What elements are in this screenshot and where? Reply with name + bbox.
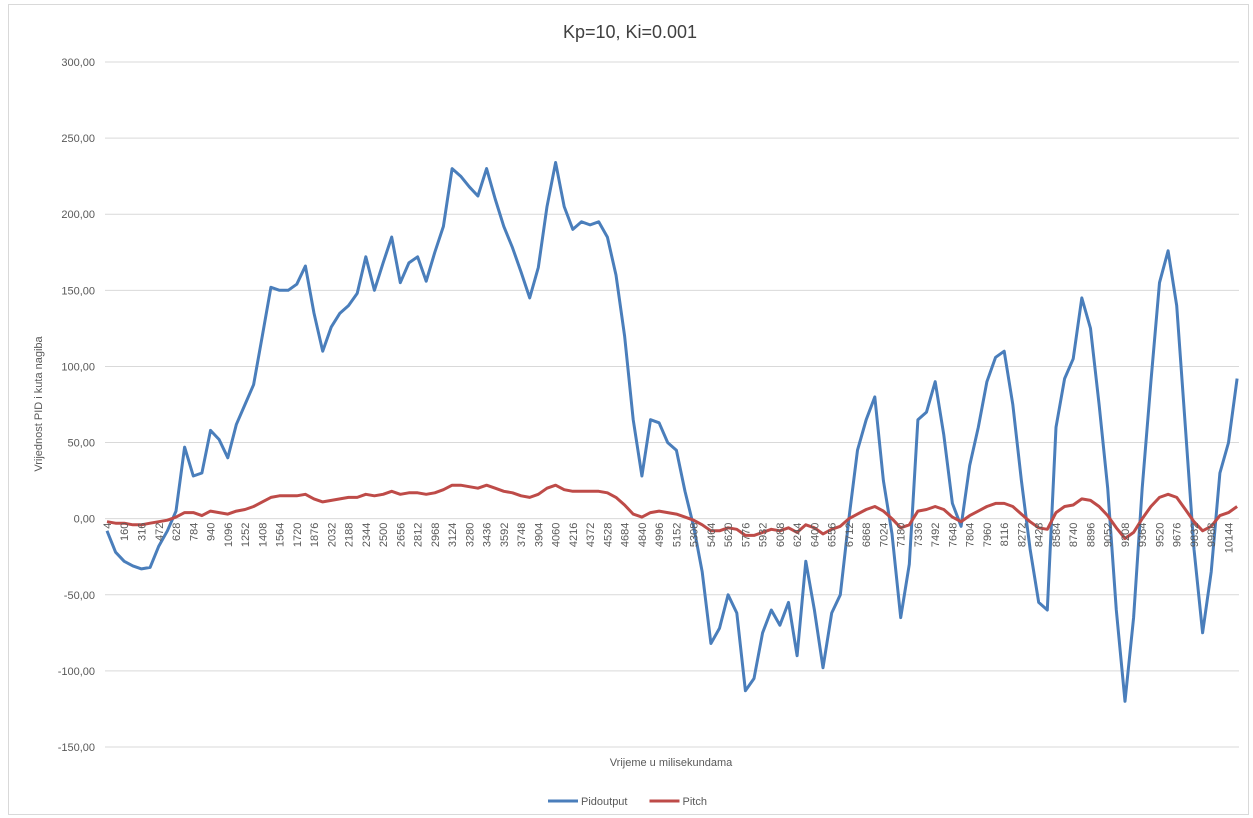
x-tick-label: 7492 [930,523,942,547]
x-tick-label: 9520 [1154,523,1166,547]
legend-label: Pitch [682,796,706,808]
x-tick-label: 1564 [275,523,287,547]
x-tick-label: 7336 [913,523,925,547]
x-tick-label: 8896 [1085,523,1097,547]
y-tick-label: 200,00 [61,209,95,221]
y-tick-label: -50,00 [64,590,95,602]
y-axis-label: Vrijednost PID i kuta nagiba [33,335,45,471]
x-tick-label: 8428 [1034,523,1046,547]
x-tick-label: 5620 [723,523,735,547]
x-tick-label: 6244 [792,523,804,547]
x-tick-label: 3280 [464,523,476,547]
x-tick-label: 7804 [965,523,977,547]
x-tick-label: 4372 [585,523,597,547]
x-tick-label: 2812 [413,523,425,547]
x-tick-label: 3436 [482,523,494,547]
x-tick-label: 1408 [257,523,269,547]
x-tick-label: 1096 [223,523,235,547]
plot-area [105,161,1239,703]
x-tick-label: 10144 [1223,523,1235,554]
x-ticks: 4 160 316 472 628 784 940 1096 1252 1408 1564 1720 1… [102,523,1236,554]
x-tick-label: 4840 [637,523,649,547]
chart-border [8,4,1249,815]
x-tick-label: 7648 [947,523,959,547]
x-tick-label: 4 [102,523,114,529]
x-tick-label: 6088 [775,523,787,547]
x-tick-label: 5932 [758,523,770,547]
x-tick-label: 4528 [602,523,614,547]
x-tick-label: 9832 [1189,523,1201,547]
y-tick-label: 250,00 [61,133,95,145]
x-tick-label: 2188 [344,523,356,547]
x-tick-label: 5776 [740,523,752,547]
x-tick-label: 9988 [1206,523,1218,547]
x-tick-label: 940 [206,523,218,541]
y-tick-label: 100,00 [61,361,95,373]
x-tick-label: 1876 [309,523,321,547]
x-tick-label: 7960 [982,523,994,547]
x-tick-label: 4996 [654,523,666,547]
x-tick-label: 5308 [689,523,701,547]
x-tick-label: 784 [188,523,200,541]
legend-label: Pidoutput [581,796,627,808]
x-tick-label: 8116 [999,523,1011,547]
x-tick-label: 4060 [551,523,563,547]
y-tick-label: 0,00 [74,514,95,526]
grid: -150,00 -100,00 -50,00 0,00 50,00 100,00 150,0… [58,57,1239,754]
x-tick-label: 2344 [361,523,373,547]
x-tick-label: 5152 [671,523,683,547]
x-tick-label: 9208 [1120,523,1132,547]
x-tick-label: 2968 [430,523,442,547]
x-tick-label: 628 [171,523,183,541]
x-tick-label: 472 [154,523,166,541]
x-tick-label: 4216 [568,523,580,547]
x-tick-label: 8740 [1068,523,1080,547]
data-line [106,483,1238,540]
x-tick-label: 9052 [1103,523,1115,547]
x-tick-label: 3124 [447,523,459,547]
x-tick-label: 1252 [240,523,252,547]
x-tick-label: 5464 [706,523,718,547]
x-tick-label: 8272 [1016,523,1028,547]
x-tick-label: 316 [136,523,148,541]
x-tick-label: 2656 [395,523,407,547]
y-tick-label: -150,00 [58,742,95,754]
x-tick-label: 4684 [620,523,632,547]
x-tick-label: 8584 [1051,523,1063,547]
x-tick-label: 6868 [861,523,873,547]
x-tick-label: 9676 [1172,523,1184,547]
y-tick-label: 300,00 [61,57,95,69]
x-tick-label: 1720 [292,523,304,547]
x-tick-label: 2032 [326,523,338,547]
x-axis-label: Vrijeme u milisekundama [610,757,733,769]
x-tick-label: 6712 [844,523,856,547]
y-tick-label: 150,00 [61,285,95,297]
x-tick-label: 3592 [499,523,511,547]
x-tick-label: 3904 [533,523,545,547]
x-tick-label: 6556 [827,523,839,547]
x-tick-label: 9364 [1137,523,1149,547]
data-line [105,161,1239,703]
y-tick-label: 50,00 [67,438,95,450]
x-tick-label: 3748 [516,523,528,547]
x-tick-label: 2500 [378,523,390,547]
x-tick-label: 6400 [809,523,821,547]
x-tick-label: 160 [119,523,131,541]
x-tick-label: 7024 [878,523,890,547]
y-tick-label: -100,00 [58,666,95,678]
chart-title: Kp=10, Ki=0.001 [563,22,697,42]
x-tick-label: 7180 [896,523,908,547]
legend: Pidoutput Pitch [548,796,707,808]
